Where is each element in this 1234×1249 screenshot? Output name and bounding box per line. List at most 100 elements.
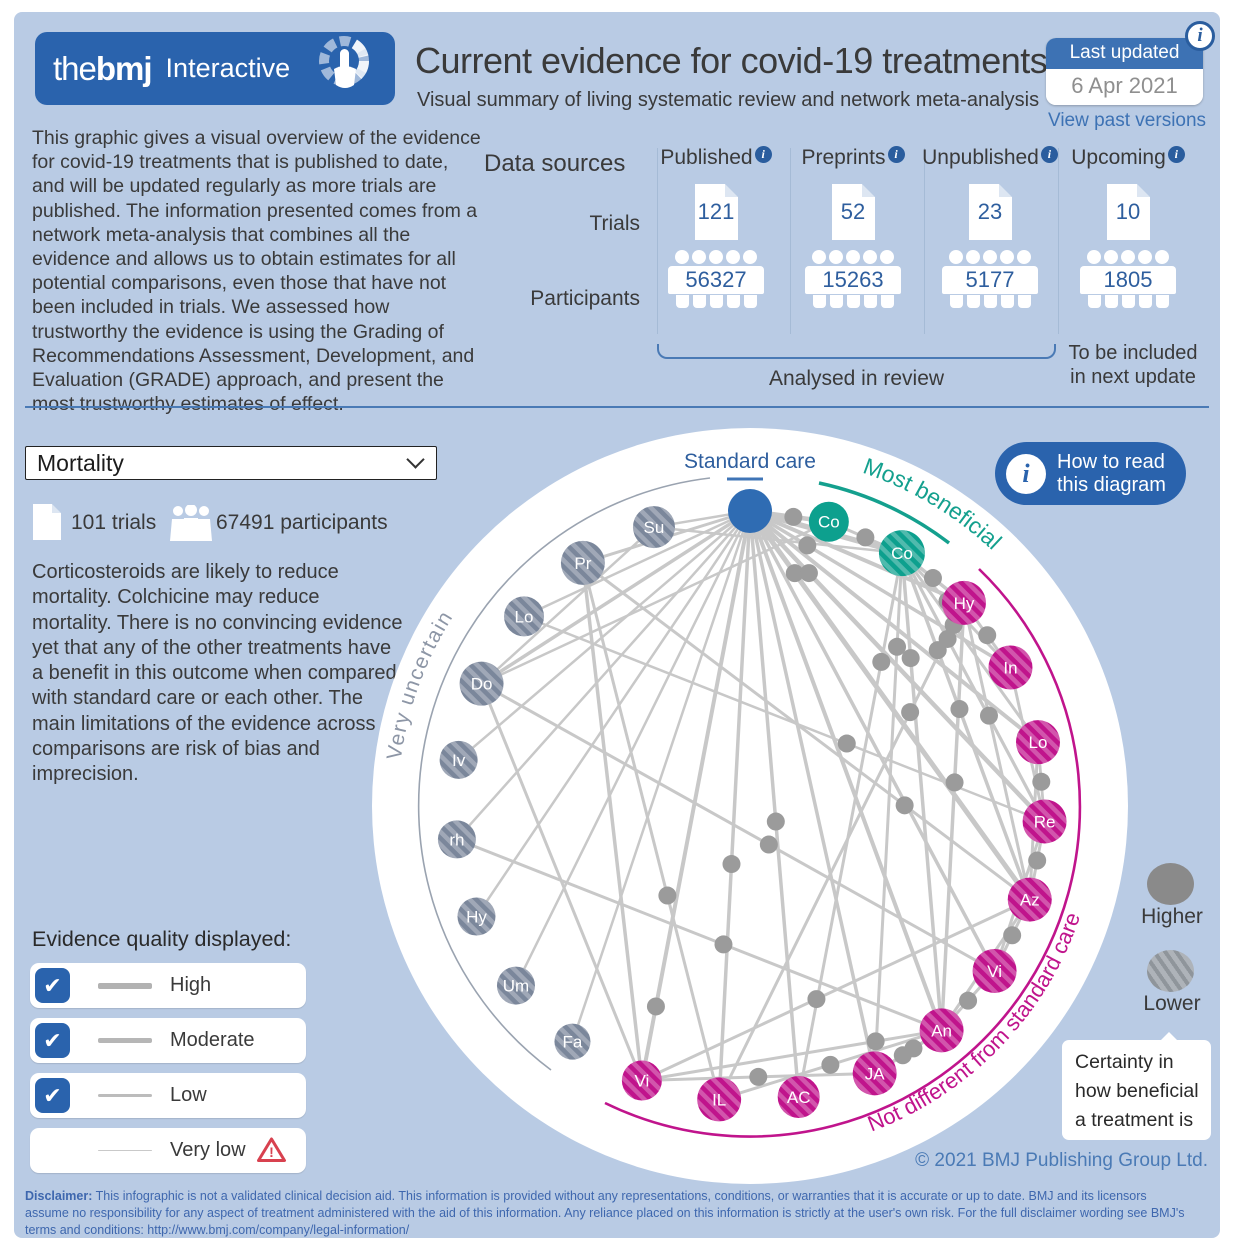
node-Co[interactable]: Co: [808, 501, 849, 542]
svg-text:!: !: [269, 1144, 274, 1160]
node-stripes: [439, 740, 478, 779]
info-icon[interactable]: i: [1040, 146, 1058, 163]
data-source-column-upcoming: Upcoming i 10 1805: [1060, 146, 1196, 308]
node-Do[interactable]: Do: [459, 661, 504, 706]
node-An[interactable]: An: [919, 1008, 964, 1053]
outcome-dropdown[interactable]: Mortality: [25, 446, 437, 480]
evidence-quality-row-very-low[interactable]: ✔Very low!: [30, 1128, 306, 1173]
trials-count: 52: [840, 199, 866, 224]
node-JA[interactable]: JA: [852, 1051, 897, 1096]
node-Fa[interactable]: Fa: [554, 1023, 591, 1060]
page-subtitle: Visual summary of living systematic revi…: [417, 89, 1040, 111]
node-IL[interactable]: IL: [697, 1077, 742, 1122]
trials-count: 23: [977, 199, 1003, 224]
quality-label: High: [170, 974, 212, 996]
last-updated-date: 6 Apr 2021: [1046, 69, 1203, 105]
node-label: JA: [865, 1064, 886, 1083]
node-stripes: [457, 897, 496, 936]
trial-dot: [945, 773, 964, 792]
node-Az[interactable]: Az: [1007, 877, 1052, 922]
logo-interactive-label: Interactive: [165, 53, 291, 83]
quality-label: Low: [170, 1084, 207, 1106]
edge-do-su: [480, 525, 656, 685]
trial-dot: [722, 855, 741, 874]
participants-count: 56327: [668, 266, 764, 294]
node-rh[interactable]: rh: [437, 820, 476, 859]
trial-dot: [901, 649, 920, 668]
trial-dot: [872, 652, 891, 671]
trials-doc-icon: 121: [694, 184, 738, 240]
trial-dot: [784, 507, 803, 526]
node-label: Do: [471, 675, 493, 694]
node-Re[interactable]: Re: [1022, 799, 1067, 844]
trial-dot: [959, 991, 978, 1010]
node-Su[interactable]: Su: [632, 506, 675, 549]
trial-dot: [714, 935, 733, 954]
trial-dot: [1028, 851, 1047, 870]
trial-dot: [749, 1067, 768, 1086]
outcome-dropdown-value: Mortality: [37, 449, 124, 476]
node-label: Co: [891, 544, 913, 563]
trial-dot: [950, 700, 969, 719]
chevron-down-icon: [406, 450, 425, 469]
legend-lower-dot: [1147, 950, 1194, 992]
trial-dot: [799, 564, 818, 583]
node-Pr[interactable]: Pr: [560, 540, 605, 585]
info-icon[interactable]: i: [754, 146, 772, 163]
evidence-quality-heading: Evidence quality displayed:: [32, 927, 292, 951]
node-Co[interactable]: Co: [878, 530, 925, 577]
trial-dot: [1003, 926, 1022, 945]
edge-sc-an: [748, 509, 944, 1033]
node-label: Vi: [634, 1071, 649, 1090]
node-Hy[interactable]: Hy: [457, 897, 496, 936]
copyright: © 2021 BMJ Publishing Group Ltd.: [915, 1150, 1208, 1171]
evidence-quality-row-low[interactable]: ✔ Low: [30, 1073, 306, 1118]
info-icon[interactable]: i: [1185, 21, 1215, 51]
upcoming-note: To be included in next update: [1068, 342, 1198, 388]
edge-sc-rh: [455, 509, 752, 841]
node-standard-care[interactable]: [728, 489, 772, 533]
checkbox-low[interactable]: ✔: [35, 1078, 70, 1113]
node-stripes: [554, 1023, 591, 1060]
node-Hy[interactable]: Hy: [941, 580, 986, 625]
column-separator: [1058, 148, 1059, 334]
view-past-versions-link[interactable]: View past versions: [1048, 110, 1207, 131]
node-circle[interactable]: [808, 501, 849, 542]
evidence-quality-row-high[interactable]: ✔ High: [30, 963, 306, 1008]
trial-dot: [785, 564, 804, 583]
intro-paragraph: This graphic gives a visual overview of …: [32, 127, 481, 416]
edge-sc-um: [514, 509, 752, 987]
checkbox-high[interactable]: ✔: [35, 968, 70, 1003]
node-circle[interactable]: [728, 489, 772, 533]
node-AC[interactable]: AC: [777, 1075, 820, 1118]
checkbox-moderate[interactable]: ✔: [35, 1023, 70, 1058]
node-In[interactable]: In: [988, 645, 1033, 690]
node-Lo[interactable]: Lo: [1016, 720, 1061, 765]
info-icon[interactable]: i: [1167, 146, 1185, 163]
edge-co2-an: [900, 551, 944, 1033]
node-Vi[interactable]: Vi: [621, 1060, 662, 1101]
trial-dot: [866, 1032, 885, 1051]
node-label: Hy: [954, 594, 975, 613]
node-Um[interactable]: Um: [496, 966, 535, 1005]
bmj-logo[interactable]: the bmj Interactive: [35, 32, 395, 105]
participants-people-icon: [170, 504, 212, 546]
node-label: An: [931, 1021, 952, 1040]
column-header: Published i: [648, 146, 784, 170]
trial-dot: [1032, 772, 1051, 791]
participants-row-label: Participants: [530, 287, 640, 310]
node-Iv[interactable]: Iv: [439, 740, 478, 779]
node-Lo[interactable]: Lo: [504, 596, 545, 637]
node-stripes: [621, 1060, 662, 1101]
trial-dot: [978, 626, 997, 645]
how-to-read-button[interactable]: i How to read this diagram: [995, 442, 1186, 505]
node-stripes: [1007, 877, 1052, 922]
evidence-quality-row-moderate[interactable]: ✔ Moderate: [30, 1018, 306, 1063]
trials-row-label: Trials: [589, 212, 640, 235]
trial-dot: [893, 1046, 912, 1065]
quality-label: Moderate: [170, 1029, 255, 1051]
node-Vi[interactable]: Vi: [972, 948, 1017, 993]
info-icon[interactable]: i: [887, 146, 905, 163]
line-sample: [98, 1094, 152, 1097]
node-label: rh: [449, 830, 464, 849]
